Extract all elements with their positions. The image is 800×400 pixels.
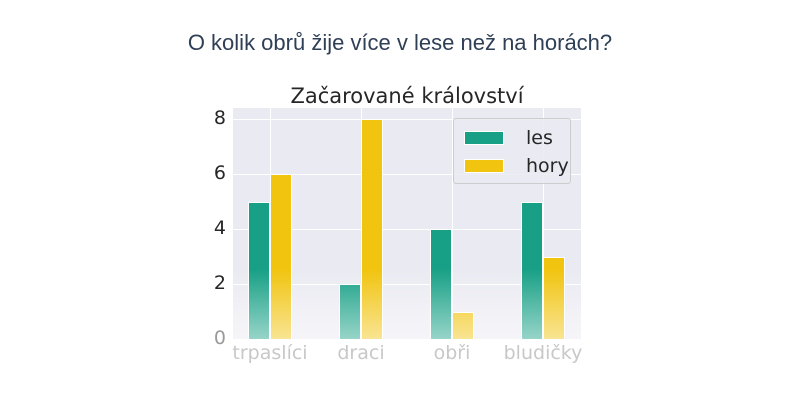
gridline (452, 108, 453, 339)
gridline (233, 119, 581, 120)
x-tick-label: obři (433, 342, 471, 364)
y-tick-label: 4 (213, 217, 226, 239)
legend-label: hory (526, 155, 569, 177)
question-text: O kolik obrů žije více v lese než na hor… (187, 30, 613, 55)
bar-hory-draci (361, 119, 383, 339)
gridline (233, 229, 581, 230)
legend-label: les (526, 127, 553, 149)
legend-item-hory: hory (464, 155, 569, 177)
x-tick-label: trpaslíci (232, 342, 308, 364)
bar-les-draci (339, 284, 361, 339)
bar-les-bludičky (521, 201, 543, 339)
legend-swatch (464, 131, 504, 145)
y-tick-label: 8 (213, 107, 226, 129)
chart-title: Začarované království (290, 84, 524, 108)
bar-les-obři (430, 229, 452, 339)
legend: les hory (453, 118, 571, 184)
legend-item-les: les (464, 127, 553, 149)
gridline (543, 108, 544, 339)
bar-hory-bludičky (543, 256, 565, 339)
y-tick-label: 6 (213, 162, 226, 184)
bar-les-trpaslíci (248, 201, 270, 339)
gridline (233, 174, 581, 175)
bar-hory-trpaslíci (270, 174, 292, 339)
bar-hory-obři (452, 311, 474, 339)
x-tick-label: bludičky (503, 342, 583, 364)
legend-swatch (464, 159, 504, 173)
x-tick-label: draci (337, 342, 385, 364)
y-tick-label: 2 (213, 272, 226, 294)
y-tick-label: 0 (213, 327, 226, 349)
